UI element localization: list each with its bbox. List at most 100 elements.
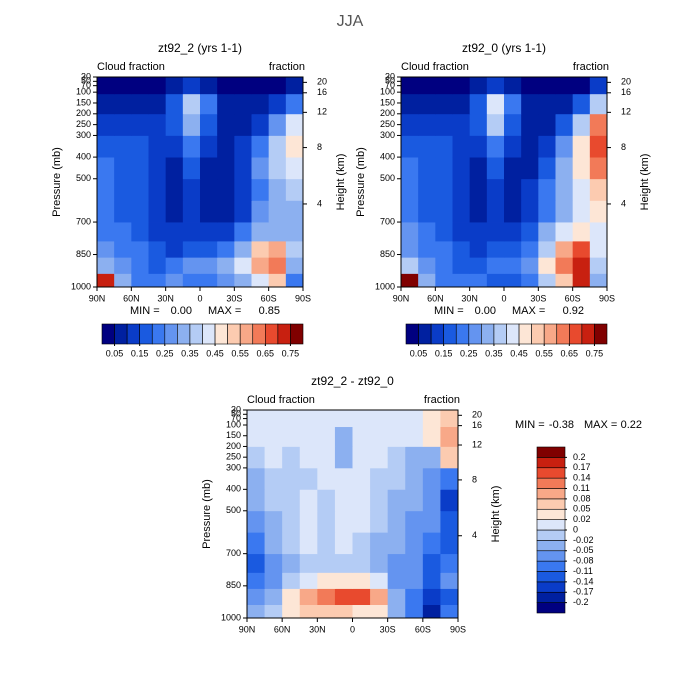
field-cell [589,257,608,274]
field-cell [504,93,522,115]
field-cell [148,200,167,223]
colorbar-label: -0.11 [573,566,593,576]
field-cell [148,135,167,158]
field-cell [435,157,453,180]
field-cell [334,410,353,428]
field-cell [131,222,149,242]
field-cell [182,273,201,288]
field-cell [370,410,389,428]
field-cell [251,135,270,158]
colorbar-label: -0.17 [573,587,594,597]
field-cell [555,93,574,115]
field-cell [217,200,235,223]
field-cell [435,222,453,242]
field-cell [521,222,539,242]
field-cell [251,113,270,136]
field-cell [282,446,301,469]
colorbar-box [202,323,216,345]
field-cell [504,240,522,258]
field-cell [234,77,252,95]
field-cell [572,200,591,223]
field-cell [572,77,591,95]
colorbar-box [227,323,241,345]
colorbar-box [536,550,566,562]
max-text: MAX = [208,305,241,317]
panel-title: zt92_2 (yrs 1-1) [158,41,242,55]
field-cell [217,257,235,274]
x-tick-label: 30S [530,293,546,303]
field-cell [97,135,115,158]
field-cell [538,200,556,223]
field-cell [387,489,406,512]
field-cell [200,273,218,288]
field-cell [370,489,389,512]
colorbar-box [290,323,304,345]
field-cell [165,178,184,201]
field-cell [299,426,318,447]
field-cell [469,157,488,180]
field-cell [251,273,270,288]
y-tick-label: 700 [380,216,395,226]
field-cell [282,604,301,619]
colorbar-box [536,508,566,520]
field-cell [555,77,574,95]
field-cell [285,157,304,180]
left-label: Cloud fraction [97,61,165,73]
field-cell [422,426,441,447]
x-tick-label: 30N [309,624,326,634]
field-cell [264,604,283,619]
field-cell [268,77,287,95]
field-cell [131,257,149,274]
y-tick-label: 300 [380,130,395,140]
colorbar-box [430,323,444,345]
field-cell [418,178,436,201]
field-cell [405,510,424,533]
y-tick-label: 50 [385,76,395,86]
field-cell [247,489,265,512]
field-cell [299,410,318,428]
field-cell [418,77,436,95]
field-cell [247,572,265,589]
field-cell [299,604,318,619]
field-cell [401,222,419,242]
field-cell [572,240,591,258]
colorbar-label: 0.2 [573,452,586,462]
colorbar-label: 0.05 [410,348,428,358]
field-cell [370,532,389,555]
field-cell [182,200,201,223]
field-cell [264,572,283,589]
field-cell [317,426,336,447]
colorbar-label: 0.15 [131,348,149,358]
field-cell [555,157,574,180]
field-cell [589,200,608,223]
field-cell [521,135,539,158]
field-cell [352,553,371,573]
field-cell [352,489,371,512]
field-cell [469,93,488,115]
colorbar-label: 0.25 [156,348,174,358]
field-cell [422,410,441,428]
colorbar-box [536,446,566,458]
field-cell [268,113,287,136]
y2-tick-label: 8 [317,142,322,152]
field-cell [504,113,522,136]
field-cell [114,273,132,288]
field-cell [504,178,522,201]
field-cell [440,588,459,605]
field-cell [572,178,591,201]
field-cell [504,77,522,95]
colorbar-label: 0.15 [435,348,453,358]
y-tick-label: 100 [226,419,241,429]
field-cell [217,157,235,180]
field-cell [422,510,441,533]
max-value: 0.92 [563,305,584,317]
field-cell [405,588,424,605]
x-tick-label: 60S [261,293,277,303]
field-cell [538,93,556,115]
min-text: MIN = [515,419,545,431]
colorbar-label: 0 [573,524,578,534]
field-cell [97,240,115,258]
field-cell [401,178,419,201]
field-cell [182,135,201,158]
field-cell [97,200,115,223]
